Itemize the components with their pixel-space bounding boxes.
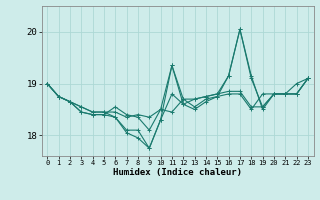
X-axis label: Humidex (Indice chaleur): Humidex (Indice chaleur) <box>113 168 242 177</box>
